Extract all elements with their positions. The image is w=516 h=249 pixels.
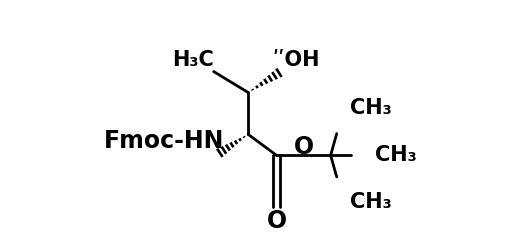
Text: O: O (294, 135, 314, 159)
Text: CH₃: CH₃ (350, 192, 392, 212)
Text: H₃C: H₃C (172, 51, 214, 70)
Text: CH₃: CH₃ (375, 145, 417, 165)
Text: ʹʹOH: ʹʹOH (272, 51, 320, 70)
Text: O: O (266, 208, 286, 233)
Text: Fmoc-HN: Fmoc-HN (104, 128, 224, 152)
Text: CH₃: CH₃ (350, 99, 392, 119)
